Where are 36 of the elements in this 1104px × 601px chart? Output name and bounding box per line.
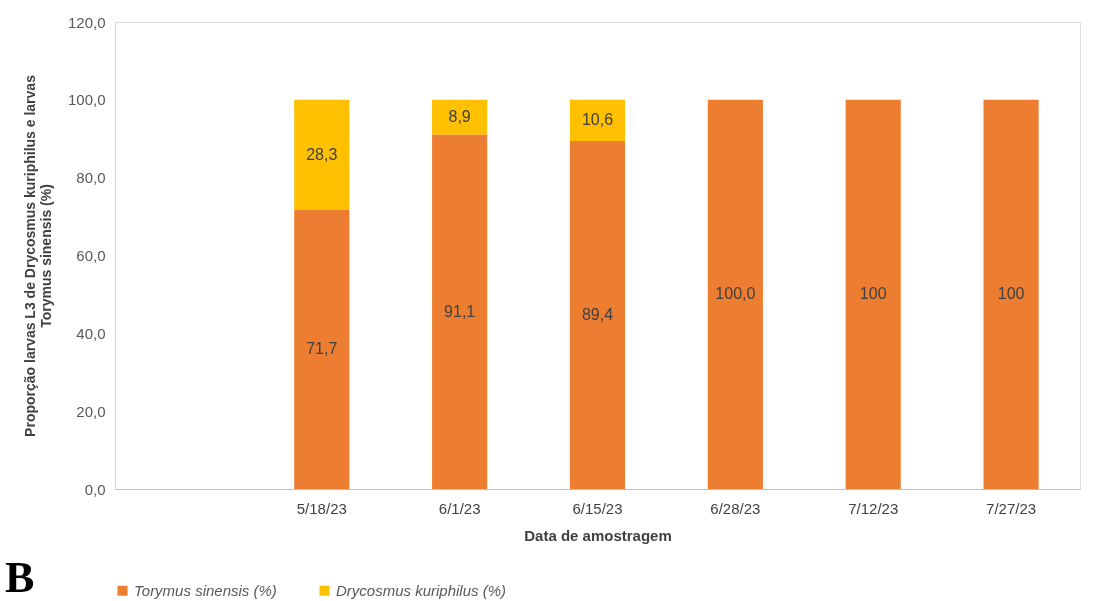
bar (294, 99, 350, 210)
data-label: 100 (997, 285, 1025, 303)
y-tick-label: 0,0 (84, 480, 106, 498)
data-label: 10,6 (581, 111, 614, 129)
y-tick-label: 20,0 (76, 402, 106, 420)
y-tick-label: 60,0 (76, 247, 106, 264)
x-tick-label: 7/27/23 (986, 499, 1037, 517)
x-tick-label: 6/15/23 (572, 499, 623, 517)
x-tick-label: 7/12/23 (848, 499, 899, 517)
data-label: 89,4 (581, 306, 614, 324)
x-tick-label: 6/28/23 (710, 499, 761, 517)
data-label: 100 (859, 285, 887, 303)
bar (569, 99, 626, 142)
data-label: 8,9 (448, 108, 471, 126)
text: B (5, 553, 35, 601)
legend-label: Torymus sinensis (%) (134, 581, 277, 599)
data-label: 28,3 (306, 145, 338, 163)
data-label: 71,7 (306, 340, 338, 358)
x-tick-label: 5/18/23 (296, 499, 347, 517)
data-label: 100,0 (715, 285, 756, 303)
x-axis-title: Data de amostragem (524, 526, 672, 544)
bar (294, 209, 350, 489)
y-tick-label: 100,0 (67, 91, 106, 109)
bar (983, 99, 1039, 489)
x-tick-label: 6/1/23 (438, 499, 481, 517)
bar (569, 141, 626, 489)
legend-label: Drycosmus kuriphilus (%) (336, 581, 507, 599)
data-label: 91,1 (444, 302, 476, 320)
y-tick-label: 80,0 (76, 169, 106, 187)
bar (845, 99, 901, 489)
y-axis-title: Proporção larvas L3 de Drycosmus kuriphilus e larvas Torymus sinensis (%) (21, 74, 54, 437)
y-tick-label: 40,0 (76, 324, 106, 342)
bar (432, 134, 488, 489)
y-tick-label: 120,0 (67, 13, 106, 31)
bar (432, 99, 488, 135)
bar (707, 99, 763, 489)
